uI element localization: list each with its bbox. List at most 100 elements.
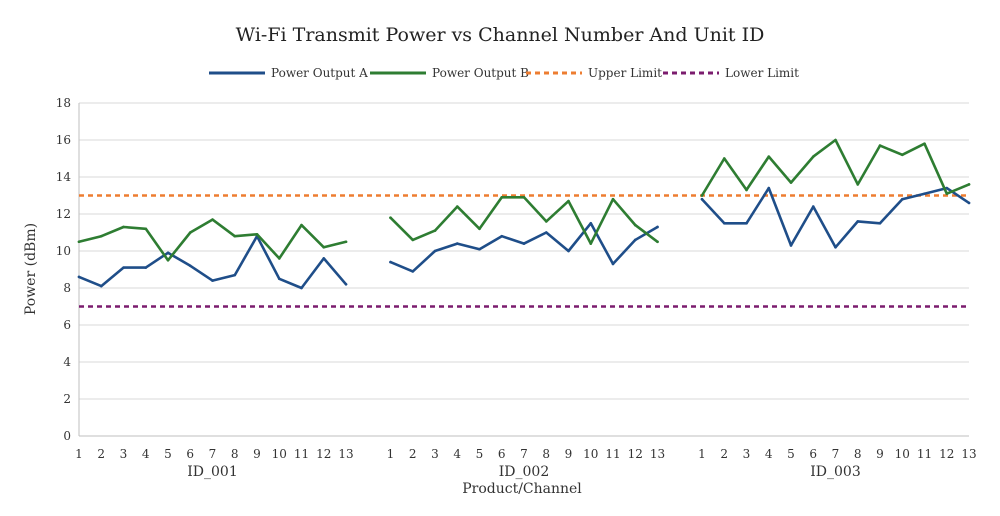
power-output-b-point: [834, 138, 837, 142]
y-tick-label: 6: [63, 318, 71, 332]
x-tick-label: 4: [765, 447, 773, 461]
power-output-b-point: [522, 196, 526, 199]
legend-label: Lower Limit: [725, 66, 799, 80]
x-tick-label: 8: [542, 447, 550, 461]
power-output-b-point: [767, 155, 771, 158]
y-tick-label: 14: [56, 170, 72, 184]
power-output-a-line: [700, 186, 971, 249]
group-label: ID_001: [187, 464, 237, 480]
power-output-b-point: [389, 216, 392, 219]
x-tick-label: 4: [142, 447, 150, 461]
x-tick-label: 6: [498, 447, 506, 461]
x-tick-label: 10: [895, 447, 910, 461]
x-tick-label: 13: [338, 447, 353, 461]
power-output-b-point: [166, 258, 170, 262]
power-output-b-point: [967, 183, 971, 186]
power-output-b-point: [722, 157, 726, 160]
power-output-b-point: [900, 153, 904, 157]
power-output-b-point: [277, 257, 281, 260]
x-tick-label: 1: [75, 447, 83, 461]
y-tick-label: 16: [56, 133, 71, 147]
power-output-b-point: [300, 223, 303, 227]
power-output-b-point: [923, 142, 926, 145]
y-tick-label: 10: [56, 244, 71, 258]
power-output-a-point: [567, 249, 570, 253]
power-output-a-point: [166, 251, 170, 255]
power-output-b-point: [611, 197, 615, 201]
power-output-a-point: [656, 225, 659, 229]
x-tick-label: 11: [917, 447, 932, 461]
x-tick-label: 13: [650, 447, 665, 461]
power-output-b-point: [500, 196, 504, 199]
power-output-b-point: [633, 223, 637, 227]
x-tick-label: 7: [209, 447, 217, 461]
power-output-a-point: [455, 242, 459, 245]
power-output-a-point: [611, 262, 615, 266]
power-output-a-point: [544, 231, 548, 234]
power-output-b-point: [433, 229, 437, 232]
x-tick-label: 8: [854, 447, 862, 461]
power-output-a-point: [322, 257, 326, 260]
x-tick-label: 10: [272, 447, 287, 461]
power-output-a-point: [945, 186, 949, 190]
chart-title: Wi-Fi Transmit Power vs Channel Number A…: [236, 24, 765, 46]
power-output-a-point: [77, 275, 81, 279]
x-tick-label: 3: [120, 447, 128, 461]
power-output-b-point: [745, 188, 748, 192]
legend-label: Power Output B: [432, 66, 529, 80]
power-output-a-point: [122, 266, 125, 269]
power-output-b-point: [344, 240, 348, 244]
power-output-b-point: [188, 231, 192, 234]
x-tick-label: 11: [294, 447, 309, 461]
y-axis-title: Power (dBm): [23, 223, 39, 315]
power-output-b-point: [233, 234, 237, 238]
power-output-b-point: [255, 233, 259, 236]
power-output-a-line: [389, 222, 659, 273]
x-tick-label: 12: [939, 447, 954, 461]
power-output-a-point: [233, 273, 237, 277]
power-output-a-point: [745, 221, 748, 225]
power-output-b-point: [411, 238, 415, 242]
power-output-b-point: [700, 194, 704, 197]
power-output-b-point: [945, 192, 949, 195]
power-output-a-point: [633, 238, 637, 242]
x-tick-label: 12: [316, 447, 331, 461]
power-output-b-line: [389, 196, 659, 245]
power-output-a-point: [411, 270, 415, 273]
y-tick-label: 4: [63, 355, 71, 369]
power-output-a-point: [344, 283, 348, 286]
power-output-a-point: [522, 242, 526, 245]
group-label: ID_003: [810, 464, 860, 480]
power-output-a-point: [188, 264, 192, 268]
x-tick-label: 6: [809, 447, 817, 461]
power-output-a-point: [900, 197, 904, 201]
power-output-b-line: [77, 218, 348, 262]
power-output-b-point: [878, 144, 882, 147]
power-output-b-point: [811, 155, 815, 158]
power-output-a-point: [767, 186, 771, 190]
power-output-a-point: [856, 220, 860, 223]
power-output-b-point: [567, 199, 570, 203]
power-output-a-point: [211, 279, 214, 282]
x-axis-title: Product/Channel: [462, 481, 582, 497]
x-tick-label: 9: [876, 447, 884, 461]
power-output-a-point: [923, 192, 926, 195]
x-tick-label: 2: [97, 447, 105, 461]
power-output-a-point: [389, 260, 392, 264]
power-output-a-point: [789, 244, 793, 247]
power-output-b-point: [478, 227, 481, 231]
group-label: ID_002: [499, 464, 549, 480]
x-tick-label: 6: [186, 447, 194, 461]
x-tick-label: 1: [698, 447, 706, 461]
x-tick-label: 2: [720, 447, 728, 461]
x-tick-label: 7: [832, 447, 840, 461]
power-output-b-point: [544, 220, 548, 223]
power-output-a-point: [433, 249, 437, 253]
axes: 0 2 4 6 8 10 12 14 16 18: [56, 96, 969, 443]
power-output-b-point: [211, 218, 214, 221]
power-output-b-point: [77, 240, 81, 244]
x-tick-label: 12: [628, 447, 643, 461]
power-output-a-point: [811, 205, 815, 208]
power-output-a-point: [700, 197, 704, 201]
